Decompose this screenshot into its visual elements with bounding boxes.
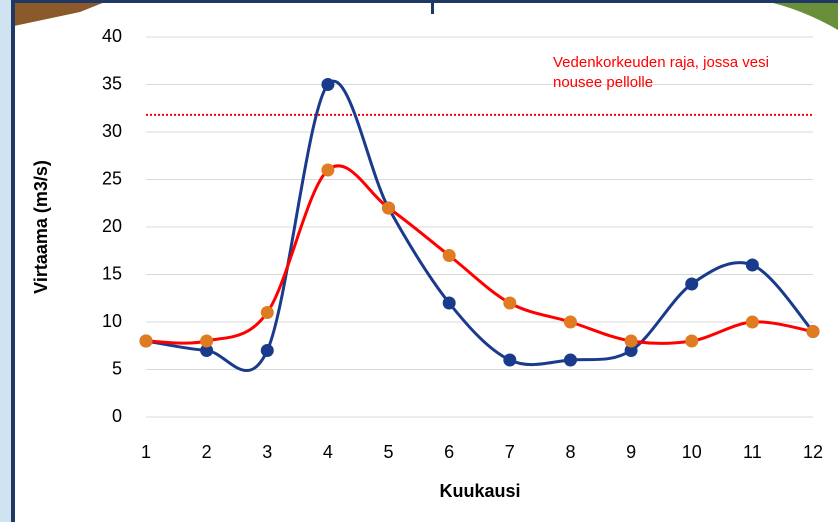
decoration <box>0 0 11 522</box>
data-point <box>746 316 759 329</box>
data-point <box>625 335 638 348</box>
data-point <box>321 78 334 91</box>
data-point <box>564 316 577 329</box>
x-tick-label: 12 <box>803 442 823 462</box>
data-point <box>807 325 820 338</box>
border <box>14 0 838 3</box>
data-point <box>200 335 213 348</box>
y-tick-label: 30 <box>102 121 122 141</box>
data-point <box>321 164 334 177</box>
x-tick-label: 2 <box>202 442 212 462</box>
x-tick-label: 8 <box>565 442 575 462</box>
data-point <box>746 259 759 272</box>
decoration <box>760 0 838 30</box>
data-point <box>685 278 698 291</box>
y-tick-label: 5 <box>112 358 122 378</box>
data-point <box>382 202 395 215</box>
x-tick-label: 6 <box>444 442 454 462</box>
border <box>431 0 434 14</box>
x-tick-label: 4 <box>323 442 333 462</box>
series-line <box>146 166 813 344</box>
y-axis-title: Virtaama (m3/s) <box>31 160 51 294</box>
y-tick-label: 10 <box>102 311 122 331</box>
y-tick-label: 35 <box>102 73 122 93</box>
x-tick-label: 7 <box>505 442 515 462</box>
decoration <box>0 0 110 26</box>
x-tick-label: 3 <box>262 442 272 462</box>
data-point <box>261 306 274 319</box>
data-point <box>443 249 456 262</box>
x-tick-label: 10 <box>682 442 702 462</box>
y-tick-label: 40 <box>102 26 122 46</box>
x-axis-title: Kuukausi <box>439 481 520 501</box>
data-point <box>685 335 698 348</box>
y-tick-label: 0 <box>112 406 122 426</box>
x-tick-label: 1 <box>141 442 151 462</box>
data-point <box>564 354 577 367</box>
page: Kuukausi Virtaama (m3/s) 051015202530354… <box>0 0 838 522</box>
y-tick-label: 25 <box>102 168 122 188</box>
x-tick-label: 9 <box>626 442 636 462</box>
y-tick-label: 15 <box>102 263 122 283</box>
series-line <box>146 81 813 370</box>
data-point <box>261 344 274 357</box>
y-tick-label: 20 <box>102 216 122 236</box>
x-tick-label: 5 <box>384 442 394 462</box>
data-point <box>503 354 516 367</box>
x-tick-label: 11 <box>743 442 762 462</box>
data-point <box>503 297 516 310</box>
annotation: Vedenkorkeuden raja, jossa vesi nousee p… <box>553 53 783 93</box>
data-point <box>140 335 153 348</box>
data-point <box>443 297 456 310</box>
border <box>11 0 15 522</box>
